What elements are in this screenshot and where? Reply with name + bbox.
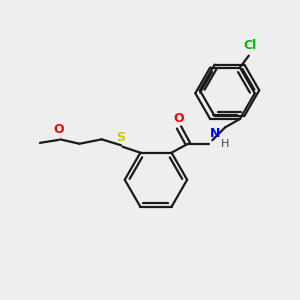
Text: N: N — [210, 127, 220, 140]
Text: H: H — [221, 139, 230, 149]
Text: S: S — [116, 131, 124, 144]
Text: O: O — [174, 112, 184, 125]
Text: Cl: Cl — [244, 39, 257, 52]
Text: O: O — [53, 123, 64, 136]
